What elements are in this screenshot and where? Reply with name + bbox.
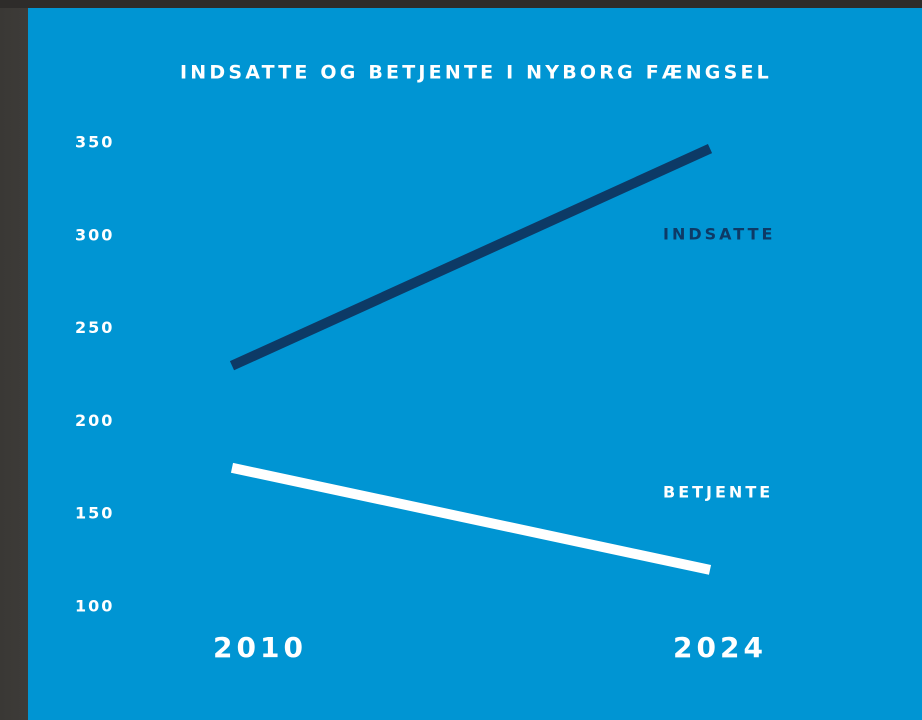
y-tick-label: 350 <box>75 133 114 152</box>
series-label: INDSATTE <box>663 225 775 244</box>
x-tick-label: 2024 <box>673 631 767 664</box>
x-tick-label: 2010 <box>213 631 307 664</box>
y-tick-label: 300 <box>75 225 114 244</box>
page: {"chart_data": {"type": "line", "title":… <box>0 0 922 720</box>
y-tick-label: 150 <box>75 504 114 523</box>
y-tick-label: 100 <box>75 597 114 616</box>
chart: INDSATTE OG BETJENTE I NYBORG FÆNGSEL 10… <box>0 0 922 720</box>
panel <box>28 8 922 720</box>
y-tick-label: 200 <box>75 411 114 430</box>
series-label: BETJENTE <box>663 483 773 502</box>
y-tick-label: 250 <box>75 318 114 337</box>
chart-title: INDSATTE OG BETJENTE I NYBORG FÆNGSEL <box>180 62 772 84</box>
photo-edge <box>0 0 922 8</box>
